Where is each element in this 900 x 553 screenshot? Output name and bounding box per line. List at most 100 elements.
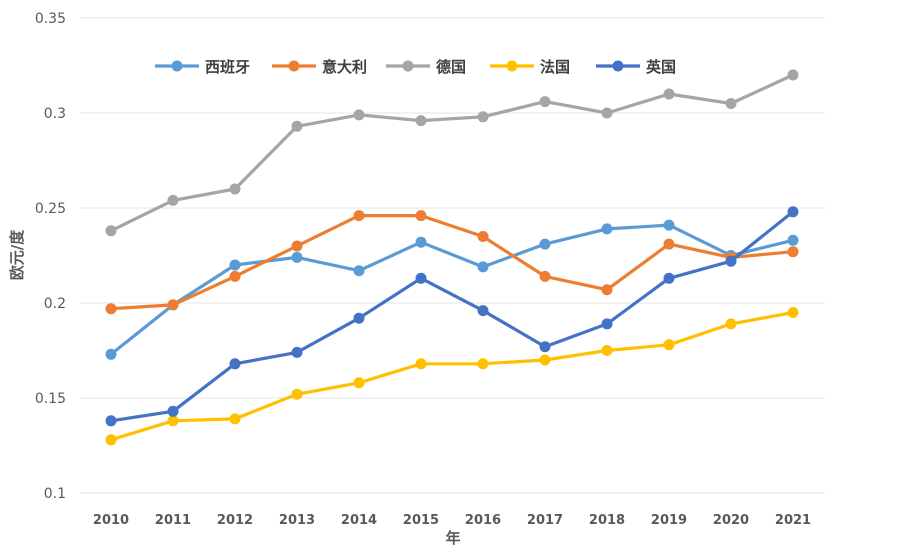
legend-label: 德国: [436, 58, 466, 76]
data-point: [415, 115, 427, 127]
data-point: [415, 358, 427, 370]
data-point: [229, 259, 241, 271]
y-tick-label: 0.35: [35, 11, 66, 27]
data-point: [291, 251, 303, 263]
data-point: [539, 270, 551, 282]
data-point: [539, 341, 551, 353]
legend-label: 法国: [540, 58, 570, 76]
data-point: [663, 219, 675, 231]
x-tick-label: 2021: [775, 513, 811, 528]
data-point: [415, 272, 427, 284]
data-point: [415, 236, 427, 248]
series-4: [105, 206, 799, 427]
legend-label: 西班牙: [205, 58, 250, 76]
legend-item: 西班牙: [155, 58, 250, 76]
data-point: [229, 270, 241, 282]
legend-item: 英国: [596, 58, 676, 76]
data-point: [353, 109, 365, 121]
y-axis-ticks: 0.1 0.15 0.2 0.25 0.3 0.35: [35, 11, 66, 502]
data-point: [539, 354, 551, 366]
data-point: [787, 206, 799, 218]
y-tick-label: 0.25: [35, 201, 66, 217]
gridlines: [80, 17, 825, 494]
data-point: [167, 405, 179, 417]
data-point: [105, 348, 117, 360]
data-point: [663, 272, 675, 284]
x-tick-label: 2019: [651, 513, 687, 528]
data-point: [105, 415, 117, 427]
data-point: [601, 284, 613, 296]
data-point: [415, 210, 427, 222]
x-tick-label: 2018: [589, 513, 625, 528]
legend-swatch-marker: [506, 60, 518, 72]
data-point: [663, 339, 675, 351]
series-3: [105, 307, 799, 446]
data-point: [353, 312, 365, 324]
data-point: [167, 415, 179, 427]
data-point: [477, 261, 489, 273]
x-tick-label: 2016: [465, 513, 501, 528]
data-point: [539, 96, 551, 108]
legend-item: 德国: [386, 58, 466, 76]
legend-swatch-marker: [288, 60, 300, 72]
legend-label: 英国: [646, 58, 676, 76]
data-point: [291, 120, 303, 132]
y-tick-label: 0.3: [44, 106, 66, 122]
x-tick-label: 2020: [713, 513, 749, 528]
data-point: [291, 240, 303, 252]
series-1: [105, 210, 799, 315]
data-point: [291, 346, 303, 358]
data-point: [353, 265, 365, 277]
data-point: [167, 194, 179, 206]
y-tick-label: 0.2: [44, 296, 66, 312]
data-point: [477, 231, 489, 242]
series-2: [105, 69, 799, 237]
data-point: [477, 305, 489, 317]
legend-item: 法国: [490, 58, 570, 76]
x-tick-label: 2012: [217, 513, 253, 528]
y-tick-label: 0.1: [44, 486, 66, 502]
legend-swatch-marker: [402, 60, 414, 72]
x-axis-title: 年: [445, 529, 460, 547]
legend-label: 意大利: [322, 58, 367, 76]
x-tick-label: 2014: [341, 513, 377, 528]
data-point: [105, 303, 117, 315]
x-tick-label: 2013: [279, 513, 315, 528]
series-lines: [105, 69, 799, 446]
data-point: [229, 413, 241, 425]
legend-swatch-marker: [612, 60, 624, 72]
data-point: [787, 234, 799, 246]
series-line: [109, 310, 795, 442]
data-point: [601, 107, 613, 119]
x-axis-ticks: 2010 2011 2012 2013 2014 2015 2016 2017 2018 2019…: [93, 513, 811, 528]
data-point: [787, 246, 799, 258]
data-point: [787, 307, 799, 318]
data-point: [787, 69, 799, 81]
x-tick-label: 2015: [403, 513, 439, 528]
data-point: [725, 98, 737, 109]
data-point: [725, 318, 737, 330]
x-tick-label: 2017: [527, 513, 563, 528]
data-point: [353, 377, 365, 389]
data-point: [477, 358, 489, 370]
data-point: [105, 225, 117, 237]
x-tick-label: 2011: [155, 513, 191, 528]
data-point: [663, 238, 675, 250]
legend: 西班牙 意大利 德国 法国 英国: [155, 58, 676, 76]
data-point: [601, 318, 613, 330]
legend-swatch-marker: [171, 60, 183, 72]
series-line: [109, 73, 795, 233]
data-point: [601, 223, 613, 235]
data-point: [353, 210, 365, 222]
x-tick-label: 2010: [93, 513, 129, 528]
legend-item: 意大利: [272, 58, 367, 76]
series-line: [109, 210, 795, 423]
series-line: [109, 223, 795, 356]
data-point: [477, 111, 489, 123]
data-point: [291, 388, 303, 400]
data-point: [105, 434, 117, 446]
data-point: [725, 255, 737, 267]
data-point: [229, 183, 241, 195]
